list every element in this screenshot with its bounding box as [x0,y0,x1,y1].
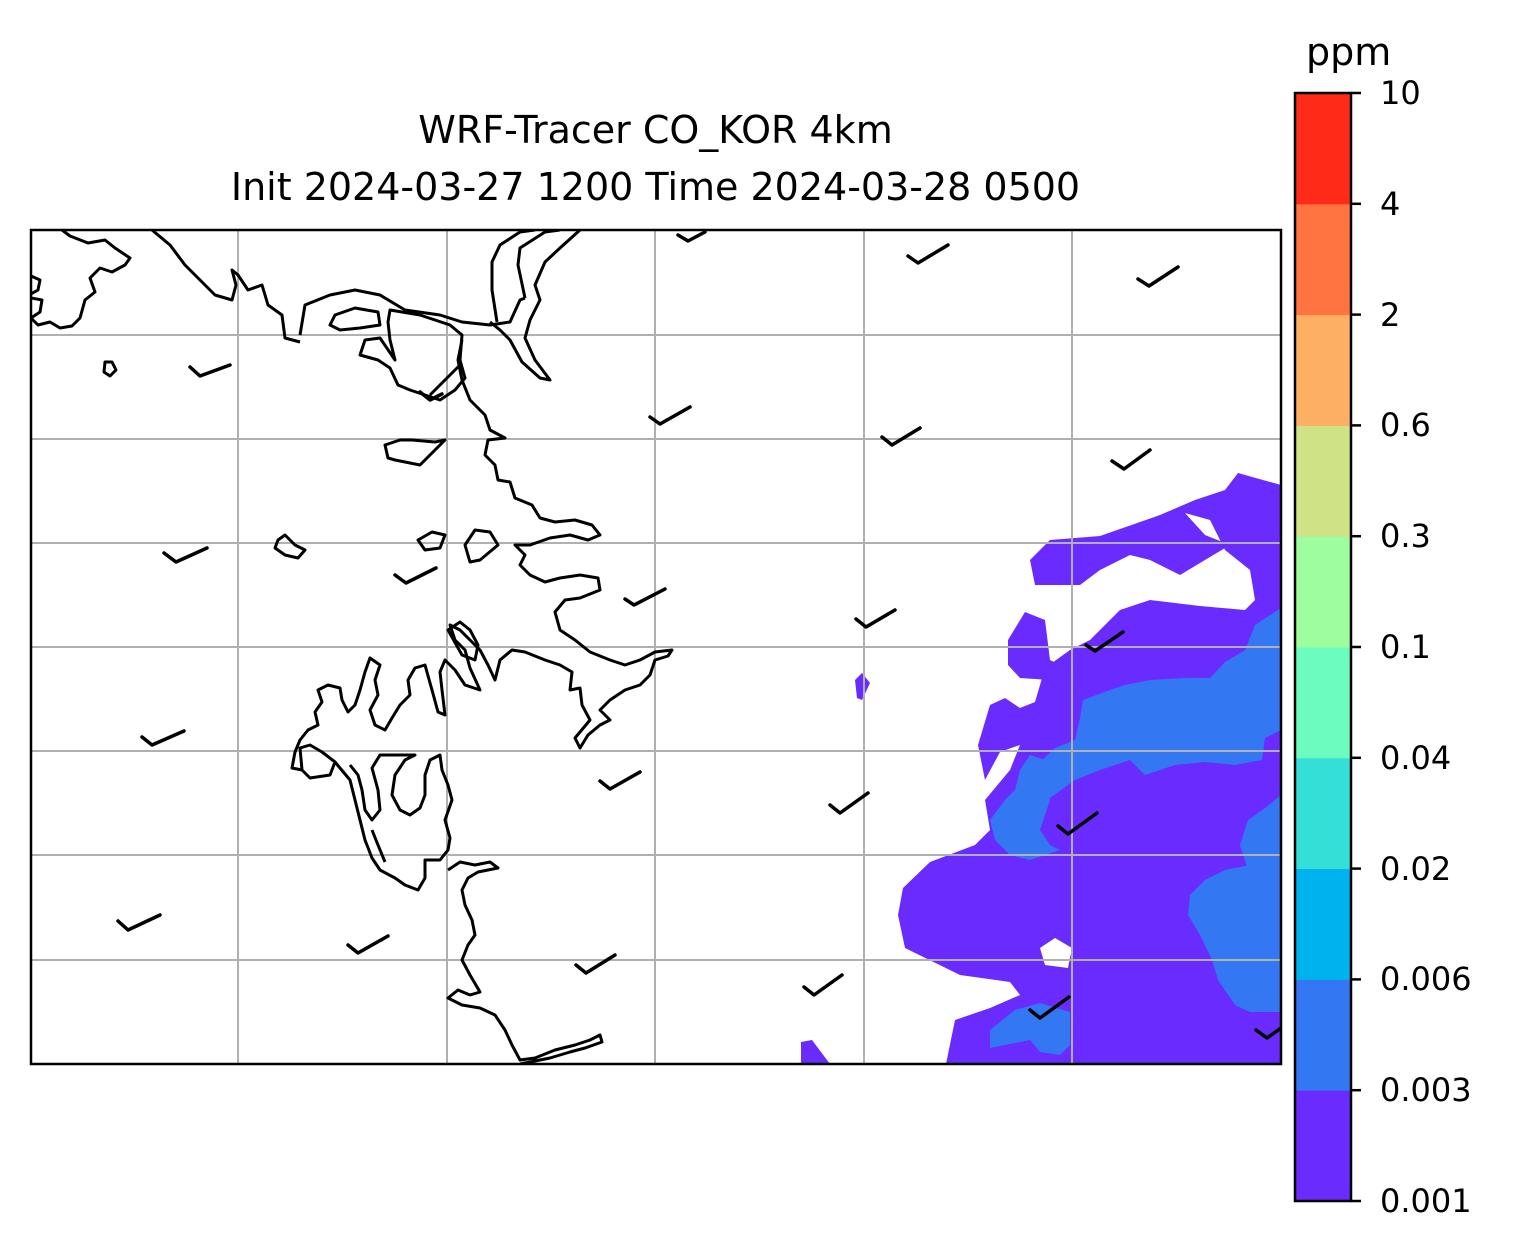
coastline-river [489,230,582,382]
colorbar-tick-label: 0.02 [1380,849,1452,888]
plume-core-south [990,1003,1070,1055]
map-frame [29,228,1283,1066]
wind-barb [828,791,870,815]
coastline-island-north [328,306,382,332]
wind-barb [676,230,707,243]
colorbar-tick-label: 4 [1380,184,1401,223]
colorbar-band [1295,425,1351,537]
colorbar-ticks [1351,91,1361,1203]
colorbar-tick-label: 0.1 [1380,628,1431,666]
wind-barb [188,363,232,378]
coastline-inlet-2 [383,438,447,467]
coastline-small-island-1 [102,360,118,378]
colorbar-band [1295,314,1351,426]
colorbar-tick-label: 10 [1380,74,1421,112]
colorbar-tick-label: 0.6 [1380,406,1431,445]
colorbar-band [1295,1090,1351,1202]
wind-barb [346,934,390,955]
wind-barb [1028,995,1071,1020]
colorbar-band [1295,93,1351,205]
wind-barb [648,405,692,426]
coastline-inlet-1 [428,363,462,397]
colorbar-bands [1295,93,1351,1202]
plume-south-patch [801,1040,830,1064]
wind-barb [393,566,438,585]
plume-core-west [990,755,1060,860]
coastline-north-2 [298,288,526,336]
gridlines [31,230,1281,1064]
coastline-peninsula-2 [290,339,674,780]
plume-central-patch [855,673,870,700]
wind-barb [116,913,162,932]
title-line-2: Init 2024-03-27 1200 Time 2024-03-28 050… [230,165,1081,209]
colorbar-tick-label: 0.003 [1380,1071,1472,1110]
map-area [31,230,1281,1064]
wind-barb [1136,265,1180,288]
wind-barb [880,426,922,447]
coastlines [31,230,674,1064]
colorbar-band [1295,757,1351,870]
wind-barb [162,546,209,564]
coastline-inlet-3 [416,530,447,552]
coastline-inner-branch [370,829,387,863]
colorbar-tick-label: 0.04 [1380,738,1452,777]
colorbar-tick-label: 2 [1380,295,1401,334]
coastline-north-1 [151,230,301,344]
wind-barb [1084,630,1125,653]
wind-barb [623,587,667,607]
coastline-west-coast [333,753,454,892]
wind-barb [140,729,186,747]
colorbar-band [1295,203,1351,316]
colorbar-tick-label: 0.006 [1380,960,1472,999]
wind-barb [854,608,897,629]
wind-barb [906,243,950,265]
coastline-small-island-2 [273,533,307,560]
wind-barb [1056,811,1099,836]
wind-barb [574,953,617,975]
coastline-northwest-2 [31,230,132,330]
colorbar-band [1295,536,1351,648]
wind-barb [802,973,844,997]
title-line-1: WRF-Tracer CO_KOR 4km [418,108,893,152]
coastline-west-coast-2 [446,860,604,1064]
coastline-peninsula-1 [358,308,467,402]
coastline-northwest [31,274,42,296]
colorbar-tick-label: 0.3 [1380,517,1431,556]
colorbar-unit: ppm [1306,30,1392,74]
coastline-inlet-4 [463,528,500,564]
colorbar-band [1295,647,1351,759]
plume-core-right [1240,795,1281,880]
wind-barbs [116,230,1281,1040]
plume-core-southeast [1188,865,1281,1012]
colorbar-band [1295,979,1351,1091]
wind-barb [598,770,642,791]
wind-barb [1254,1026,1281,1040]
colorbar-band [1295,868,1351,980]
wind-barb [418,390,444,402]
colorbar-tick-label: 0.001 [1380,1182,1472,1220]
coastline-small-island-3 [446,620,480,662]
wind-barb [1110,448,1152,471]
